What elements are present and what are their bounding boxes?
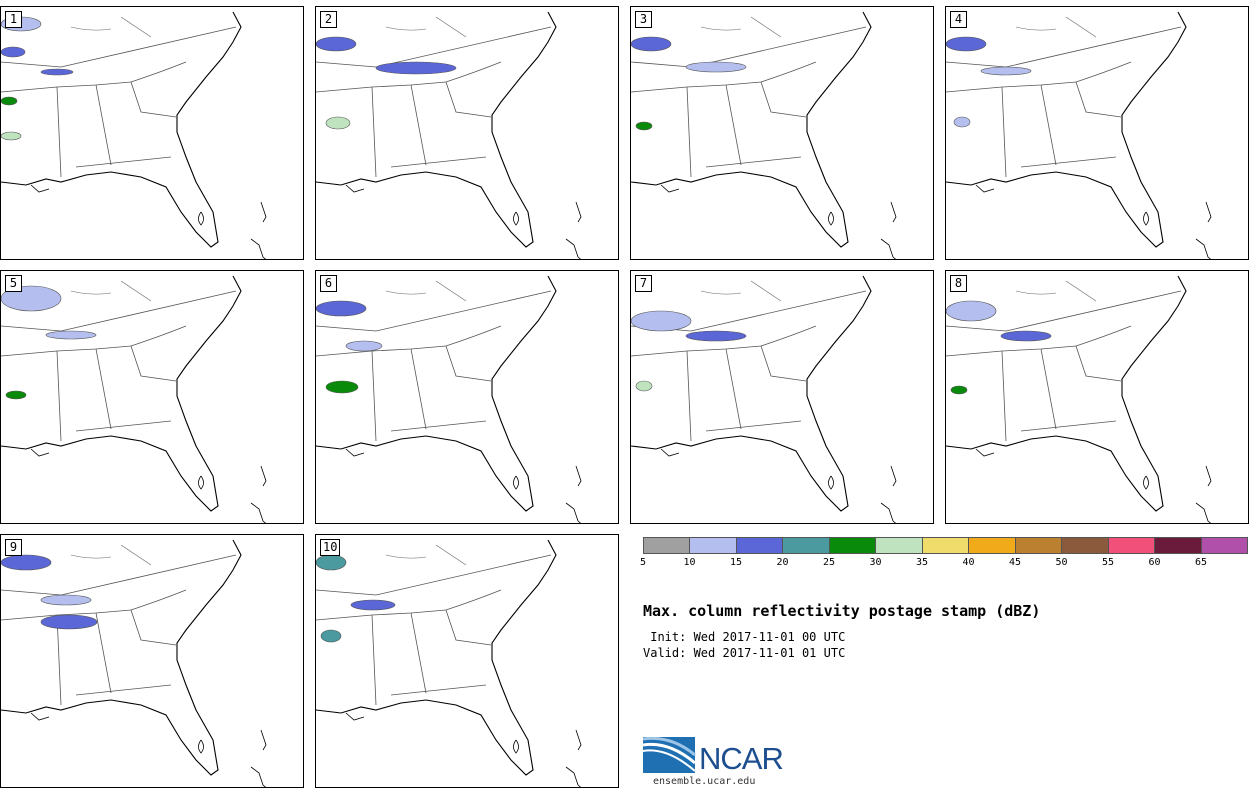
reflectivity-echo: [345, 340, 383, 352]
reflectivity-echo: [946, 36, 987, 52]
member-label: 10: [320, 539, 341, 556]
stamp-panel-2: 2: [315, 6, 619, 260]
reflectivity-echo: [1, 285, 62, 312]
member-label: 2: [320, 11, 337, 28]
legend-swatch: [644, 538, 691, 553]
reflectivity-echo: [635, 380, 653, 392]
stamp-map: [316, 539, 582, 787]
reflectivity-echo: [950, 385, 968, 395]
legend-swatch: [690, 538, 737, 553]
legend-swatch: [783, 538, 830, 553]
stamp-map: [631, 275, 897, 523]
reflectivity-echo: [1, 96, 18, 106]
reflectivity-echo: [316, 300, 367, 317]
member-label: 6: [320, 275, 337, 292]
reflectivity-echo: [685, 61, 747, 73]
reflectivity-echo: [325, 380, 359, 394]
legend-tick: 20: [776, 557, 789, 568]
init-time: Init: Wed 2017-11-01 00 UTC: [643, 630, 846, 644]
reflectivity-echo: [325, 116, 351, 130]
member-label: 1: [5, 11, 22, 28]
member-label: 7: [635, 275, 652, 292]
reflectivity-echo: [685, 330, 747, 342]
stamp-map: [1, 11, 267, 259]
reflectivity-echo: [980, 66, 1032, 76]
reflectivity-echo: [5, 390, 27, 400]
legend-swatch: [736, 538, 784, 553]
stamp-map: [946, 275, 1212, 523]
stamp-panel-5: 5: [0, 270, 304, 524]
ncar-logo-icon: [643, 736, 696, 773]
reflectivity-echo: [1, 46, 26, 58]
member-label: 9: [5, 539, 22, 556]
product-title: Max. column reflectivity postage stamp (…: [643, 602, 1041, 620]
reflectivity-echo: [40, 614, 98, 630]
stamp-map: [316, 11, 582, 259]
legend-tick: 10: [683, 557, 696, 568]
reflectivity-echo: [350, 599, 396, 611]
ensemble-url: ensemble.ucar.edu: [653, 776, 756, 787]
stamp-panel-10: 10: [315, 534, 619, 788]
reflectivity-echo: [946, 300, 997, 322]
stamp-panel-9: 9: [0, 534, 304, 788]
stamp-map: [1, 539, 267, 787]
stamp-map: [316, 275, 582, 523]
legend-tick: 55: [1101, 557, 1115, 568]
ncar-wordmark: NCAR: [699, 741, 784, 776]
reflectivity-echo: [316, 36, 357, 52]
reflectivity-echo: [40, 68, 74, 76]
reflectivity-echo: [40, 594, 92, 606]
legend-swatch: [1155, 538, 1202, 553]
legend-swatch: [876, 538, 923, 553]
reflectivity-echo: [1, 131, 22, 141]
member-label: 8: [950, 275, 967, 292]
legend-tick: 15: [729, 557, 743, 568]
stamp-panel-6: 6: [315, 270, 619, 524]
legend-swatch: [1201, 538, 1248, 553]
legend-tick: 40: [962, 557, 975, 568]
reflectivity-echo: [1000, 330, 1052, 342]
legend-swatch: [1062, 538, 1109, 553]
legend-tick: 35: [915, 557, 929, 568]
reflectivity-echo: [316, 554, 347, 571]
legend-swatch: [969, 538, 1016, 553]
legend-swatch: [1015, 538, 1063, 553]
legend-tick: 30: [869, 557, 882, 568]
member-label: 5: [5, 275, 22, 292]
reflectivity-echo: [375, 61, 457, 75]
legend-swatch: [922, 538, 970, 553]
reflectivity-echo: [631, 310, 692, 332]
legend-tick: 65: [1194, 557, 1208, 568]
legend-tick: 25: [822, 557, 836, 568]
legend-tick: 45: [1008, 557, 1022, 568]
valid-time: Valid: Wed 2017-11-01 01 UTC: [643, 646, 846, 660]
legend-swatch: [1108, 538, 1156, 553]
reflectivity-echo: [320, 629, 342, 643]
reflectivity-echo: [1, 554, 52, 571]
stamp-panel-7: 7: [630, 270, 934, 524]
member-label: 4: [950, 11, 967, 28]
reflectivity-echo: [953, 116, 971, 128]
legend-tick: 60: [1148, 557, 1161, 568]
stamp-panel-4: 4: [945, 6, 1249, 260]
reflectivity-echo: [45, 330, 97, 340]
color-legend: [643, 537, 1248, 554]
reflectivity-echo: [635, 121, 653, 131]
legend-swatch: [829, 538, 877, 553]
legend-tick: 50: [1055, 557, 1068, 568]
stamp-map: [946, 11, 1212, 259]
stamp-map: [631, 11, 897, 259]
stamp-map: [1, 275, 267, 523]
stamp-panel-8: 8: [945, 270, 1249, 524]
reflectivity-echo: [631, 36, 672, 52]
stamp-panel-1: 1: [0, 6, 304, 260]
legend-ticks: 5 10 15 20 25 30 35 40 45 50 55 60 65: [639, 557, 1248, 571]
legend-tick: 5: [639, 557, 647, 568]
stamp-panel-3: 3: [630, 6, 934, 260]
member-label: 3: [635, 11, 652, 28]
